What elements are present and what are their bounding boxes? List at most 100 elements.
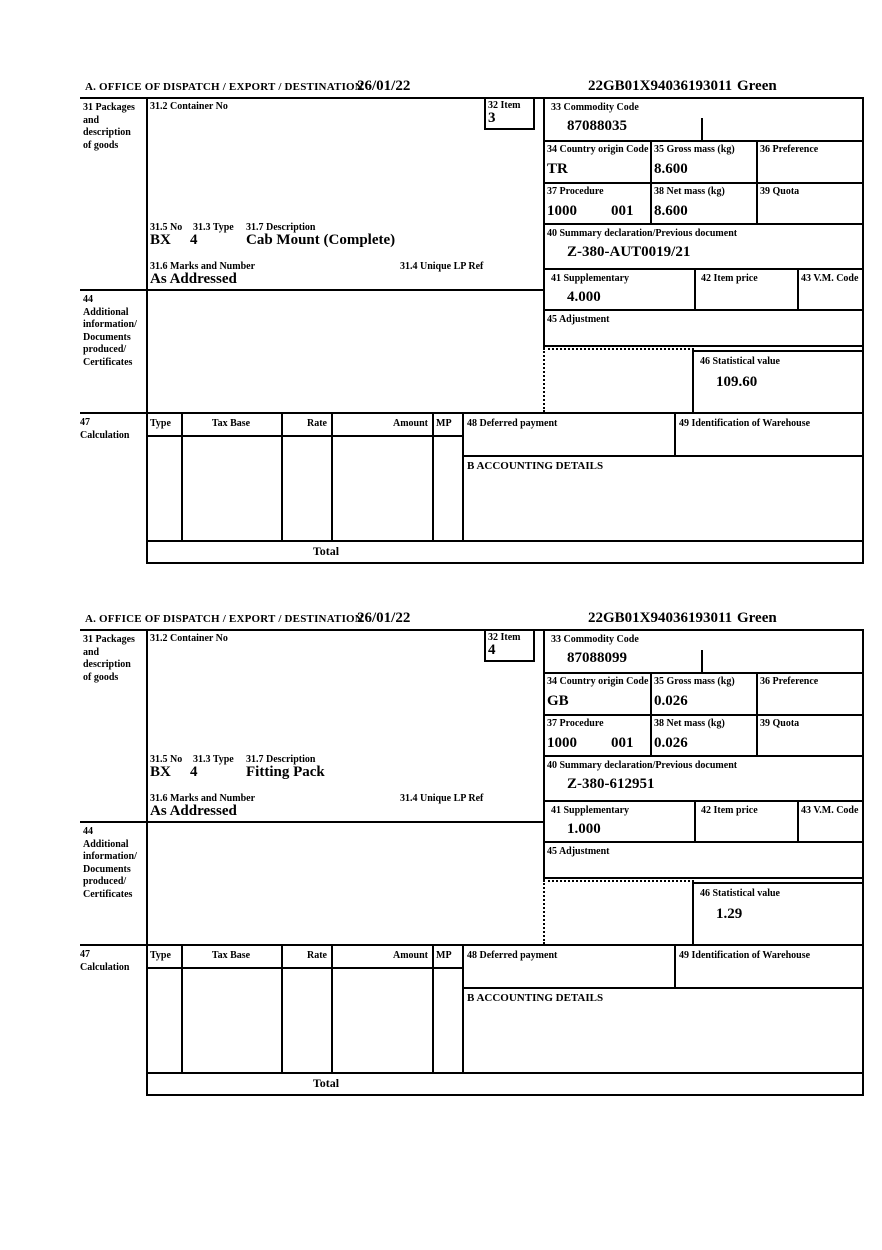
routing-status: Green [737, 610, 777, 626]
package-type-value: 4 [190, 764, 198, 780]
box46-label: 46 Statistical value [700, 888, 780, 899]
box38-label: 38 Net mass (kg) [654, 186, 725, 197]
grid-line [80, 944, 864, 946]
net-mass-value: 8.600 [654, 203, 688, 219]
grid-line [674, 412, 676, 455]
commodity-code-value: 87088035 [567, 118, 627, 134]
accounting-details-label: B ACCOUNTING DETAILS [467, 460, 604, 472]
grid-line [146, 562, 864, 564]
box32-label: 32 Item [488, 100, 521, 111]
box36-label: 36 Preference [760, 676, 819, 687]
grid-line [146, 1072, 864, 1074]
dotted-grid-line [543, 348, 694, 350]
box31-4-label: 31.4 Unique LP Ref [400, 261, 484, 272]
previous-document-value: Z-380-AUT0019/21 [567, 244, 691, 260]
procedure-qualifier-value: 001 [611, 203, 634, 219]
dotted-grid-line [543, 348, 545, 412]
grid-line [462, 987, 864, 989]
country-origin-value: TR [547, 161, 568, 177]
grid-line [484, 660, 535, 662]
grid-line [543, 629, 545, 880]
commodity-code-separator-line [701, 118, 703, 140]
box35-label: 35 Gross mass (kg) [654, 676, 735, 687]
box31-7-label: 31.7 Description [246, 222, 316, 233]
box45-label: 45 Adjustment [547, 314, 610, 325]
package-count-value: BX [150, 764, 171, 780]
procedure-qualifier-value: 001 [611, 735, 634, 751]
grid-line [694, 268, 696, 309]
box38-label: 38 Net mass (kg) [654, 718, 725, 729]
package-type-value: 4 [190, 232, 198, 248]
box46-label: 46 Statistical value [700, 356, 780, 367]
grid-line [146, 967, 464, 969]
grid-line [331, 944, 333, 1072]
grid-line [543, 140, 864, 142]
box40-label: 40 Summary declaration/Previous document [547, 228, 738, 239]
grid-line [756, 672, 758, 755]
tax-column-amount: Amount [392, 950, 428, 961]
grid-line [692, 882, 694, 944]
goods-description-value: Fitting Pack [246, 764, 325, 780]
goods-description-value: Cab Mount (Complete) [246, 232, 396, 248]
box34-label: 34 Country origin Code [547, 676, 649, 687]
tax-column-type: Type [150, 418, 171, 429]
tax-column-amount: Amount [392, 418, 428, 429]
box36-label: 36 Preference [760, 144, 819, 155]
grid-line [80, 821, 545, 823]
box31-label: 31 Packages and description of goods [83, 634, 135, 683]
gross-mass-value: 0.026 [654, 693, 688, 709]
marks-and-number-value: As Addressed [150, 803, 237, 819]
grid-line [281, 412, 283, 540]
grid-line [797, 268, 799, 309]
grid-line [533, 97, 535, 128]
grid-line [543, 345, 864, 347]
grid-line [543, 182, 864, 184]
box37-label: 37 Procedure [547, 186, 604, 197]
grid-line [484, 97, 486, 128]
grid-line [543, 97, 545, 348]
tax-column-rate: Rate [307, 950, 327, 961]
grid-line [80, 289, 545, 291]
grid-line [543, 714, 864, 716]
box31-2-label: 31.2 Container No [150, 633, 228, 644]
box31-6-label: 31.6 Marks and Number [150, 793, 256, 804]
statistical-value: 1.29 [716, 906, 743, 922]
grid-line [281, 944, 283, 1072]
grid-line [432, 944, 434, 1072]
marks-and-number-value: As Addressed [150, 271, 237, 287]
grid-line [543, 800, 864, 802]
box31-2-label: 31.2 Container No [150, 101, 228, 112]
box39-label: 39 Quota [760, 186, 800, 197]
box49-label: 49 Identification of Warehouse [679, 418, 811, 429]
grid-line [674, 944, 676, 987]
grid-line [862, 97, 864, 562]
supplementary-units-value: 1.000 [567, 821, 601, 837]
grid-line [533, 629, 535, 660]
box43-label: 43 V.M. Code [801, 805, 859, 816]
total-label: Total [312, 544, 340, 558]
grid-line [146, 540, 864, 542]
item-number-value: 4 [488, 642, 496, 658]
box33-label: 33 Commodity Code [551, 634, 639, 645]
declaration-date: 26/01/22 [357, 610, 411, 626]
box31-7-label: 31.7 Description [246, 754, 316, 765]
grid-line [181, 412, 183, 540]
grid-line [146, 1094, 864, 1096]
tax-column-rate: Rate [307, 418, 327, 429]
grid-line [331, 412, 333, 540]
box31-3-label: 31.3 Type [193, 222, 234, 233]
box44-label: 44 Additional information/ Documents pro… [83, 294, 137, 368]
box49-label: 49 Identification of Warehouse [679, 950, 811, 961]
grid-line [756, 140, 758, 223]
box41-label: 41 Supplementary [551, 805, 630, 816]
box31-5-label: 31.5 No [150, 754, 183, 765]
box47-label: 47 Calculation [80, 417, 130, 441]
grid-line [432, 412, 434, 540]
box45-label: 45 Adjustment [547, 846, 610, 857]
office-of-dispatch-label: A. OFFICE OF DISPATCH / EXPORT / DESTINA… [85, 81, 363, 93]
box48-label: 48 Deferred payment [467, 418, 558, 429]
grid-line [484, 629, 486, 660]
item-number-value: 3 [488, 110, 496, 126]
grid-line [543, 268, 864, 270]
